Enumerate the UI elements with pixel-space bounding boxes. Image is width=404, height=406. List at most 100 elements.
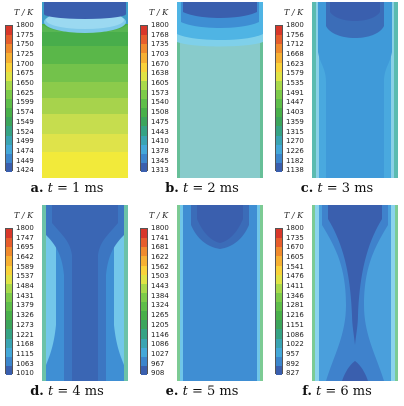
colorbar-swatch: [141, 311, 147, 321]
colorbar-swatch: [6, 62, 12, 72]
colorbar-swatch: [141, 247, 147, 257]
colorbar-tick-label: 1379: [16, 301, 34, 310]
colorbar-swatch: [276, 71, 282, 81]
colorbar-tick-label: 1579: [286, 69, 304, 78]
temperature-field: [177, 2, 263, 178]
colorbar-swatch: [276, 162, 282, 172]
panel-b: T / K 1800 1768 1735 1703 1670 1638 1605 1573 15…: [135, 0, 269, 203]
colorbar-tick-label: 1800: [151, 21, 169, 29]
colorbar-tick-label: 1431: [16, 291, 34, 300]
colorbar-swatch: [276, 135, 282, 145]
colorbar: [5, 25, 13, 172]
colorbar: [275, 25, 283, 172]
colorbar-tick-label: 1411: [286, 282, 304, 291]
colorbar-tick-label: 1313: [151, 166, 169, 175]
colorbar-swatch: [141, 108, 147, 118]
colorbar-swatch: [141, 238, 147, 248]
colorbar-tick-label: 1182: [286, 156, 304, 165]
colorbar-swatch: [276, 247, 282, 257]
colorbar-tick-label: 1346: [286, 291, 304, 300]
colorbar-swatch: [276, 292, 282, 302]
caption-time-symbol: t: [47, 384, 54, 399]
temperature-field: [42, 205, 128, 381]
unit-label: T / K: [14, 8, 34, 17]
colorbar-tick-label: 1642: [16, 253, 34, 262]
temperature-field: [312, 205, 398, 381]
colorbar-swatch: [6, 311, 12, 321]
colorbar-tick-label: 1712: [286, 40, 304, 49]
colorbar-tick-label: 1086: [286, 330, 304, 339]
colorbar-swatch: [6, 274, 12, 284]
colorbar-tick-label: 1625: [16, 88, 34, 97]
colorbar-swatch: [141, 365, 147, 375]
colorbar-swatch: [276, 62, 282, 72]
colorbar-tick-label: 908: [151, 369, 165, 378]
caption-time-value: = 2 ms: [192, 181, 239, 196]
unit-label: T / K: [284, 211, 304, 220]
colorbar-swatch: [6, 126, 12, 136]
colorbar-tick-label: 1768: [151, 30, 169, 39]
caption-time-value: = 5 ms: [191, 384, 239, 399]
colorbar-swatch: [141, 320, 147, 330]
colorbar-swatch: [141, 144, 147, 154]
colorbar-tick-label: 957: [286, 349, 300, 358]
colorbar-swatch: [141, 356, 147, 366]
caption-time-value: = 4 ms: [57, 384, 104, 399]
colorbar-swatch: [276, 153, 282, 163]
colorbar-swatch: [276, 365, 282, 375]
colorbar-tick-label: 1703: [151, 50, 169, 59]
colorbar-swatch: [6, 238, 12, 248]
colorbar-tick-label: 1115: [16, 349, 34, 358]
colorbar-tick-label: 1138: [286, 166, 304, 175]
colorbar-swatch: [6, 356, 12, 366]
colorbar-swatch: [141, 292, 147, 302]
temperature-field: [177, 205, 263, 381]
colorbar-swatch: [6, 44, 12, 54]
colorbar-swatch: [6, 35, 12, 45]
colorbar-swatch: [276, 89, 282, 99]
colorbar-tick-label: 1424: [16, 166, 34, 175]
caption-time-value: = 6 ms: [325, 384, 372, 399]
colorbar-swatch: [141, 347, 147, 357]
colorbar-tick-label: 1735: [151, 40, 169, 49]
colorbar-swatch: [276, 311, 282, 321]
colorbar: [5, 228, 13, 375]
colorbar-swatch: [141, 229, 147, 239]
colorbar-tick-label: 827: [286, 369, 300, 378]
colorbar-swatch: [141, 338, 147, 348]
colorbar-tick-label: 1146: [151, 330, 169, 339]
panel-a: T / K 1800 1775 1750 1725 1700 1675 1650 1625 15…: [0, 0, 134, 203]
colorbar-swatch: [141, 99, 147, 109]
colorbar-swatch: [6, 144, 12, 154]
colorbar-swatch: [276, 35, 282, 45]
colorbar-tick-label: 1535: [286, 79, 304, 88]
caption-letter: d.: [30, 384, 44, 399]
colorbar-tick-label: 1562: [151, 262, 169, 271]
colorbar-tick-label: 1735: [286, 233, 304, 242]
colorbar-tick-label: 1605: [151, 79, 169, 88]
panel-caption: e. t = 5 ms: [135, 384, 269, 399]
colorbar-swatch: [276, 229, 282, 239]
colorbar-tick-label: 1499: [16, 137, 34, 146]
colorbar-tick-label: 1484: [16, 282, 34, 291]
panel-caption: a. t = 1 ms: [0, 181, 134, 196]
colorbar-tick-label: 1800: [286, 21, 304, 29]
colorbar-swatch: [141, 89, 147, 99]
colorbar-swatch: [276, 256, 282, 266]
colorbar-tick-label: 1670: [151, 59, 169, 68]
colorbar-swatch: [6, 265, 12, 275]
panel-f: T / K 1800 1735 1670 1605 1541 1476 1411 1346 12…: [270, 203, 404, 406]
temperature-field: [42, 2, 128, 178]
colorbar-swatch: [6, 229, 12, 239]
colorbar: [275, 228, 283, 375]
colorbar-swatch: [141, 71, 147, 81]
colorbar-tick-label: 1599: [16, 98, 34, 107]
colorbar-swatch: [141, 44, 147, 54]
colorbar-tick-label: 1384: [151, 291, 169, 300]
colorbar-swatch: [276, 108, 282, 118]
colorbar-swatch: [6, 26, 12, 36]
colorbar-tick-label: 1549: [16, 117, 34, 126]
colorbar-tick-label: 1378: [151, 146, 169, 155]
colorbar-tick-label: 892: [286, 359, 300, 368]
